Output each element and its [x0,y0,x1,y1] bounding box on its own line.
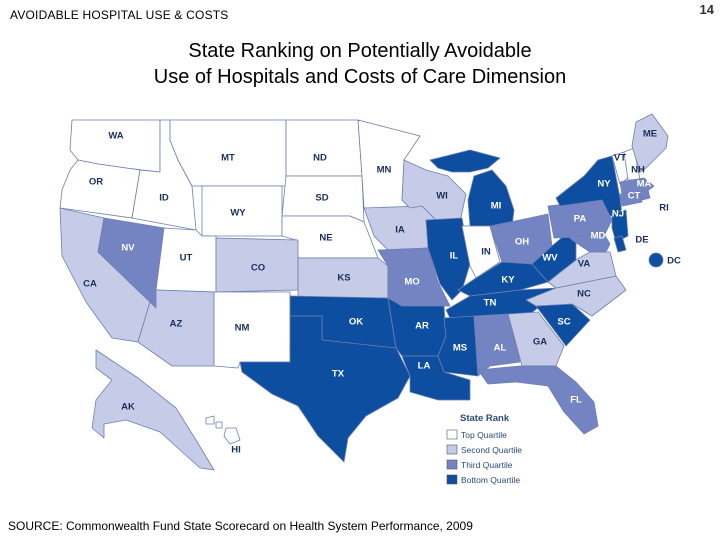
state-ND [285,119,363,177]
label-CO: CO [251,263,265,274]
legend-label-bottom-quartile: Bottom Quartile [461,475,520,485]
label-DE: DE [635,235,648,246]
state-IN [461,225,501,279]
label-NY: NY [597,179,611,190]
state-MA [619,177,655,195]
label-OR: OR [89,177,103,188]
label-ND: ND [313,153,327,164]
state-AK [91,349,215,471]
state-GA [507,311,565,367]
label-CA: CA [83,279,97,290]
label-IL: IL [450,251,459,262]
label-SC: SC [557,317,570,328]
label-OK: OK [349,317,363,328]
state-NM [213,291,291,369]
label-MD: MD [591,231,606,242]
label-TN: TN [484,298,497,309]
label-NM: NM [235,323,250,334]
state-TX [239,315,411,463]
label-IN: IN [481,247,491,258]
label-AL: AL [494,343,507,354]
title-line-1: State Ranking on Potentially Avoidable [188,40,532,62]
map-legend: State Rank Top Quartile Second Quartile … [446,413,522,485]
label-NC: NC [577,289,591,300]
state-FL [477,365,599,435]
label-WA: WA [108,131,123,142]
section-header: AVOIDABLE HOSPITAL USE & COSTS [10,8,229,22]
title-line-2: Use of Hospitals and Costs of Care Dimen… [153,66,567,88]
label-CT: CT [628,191,641,202]
label-MS: MS [453,343,467,354]
label-DC: DC [667,256,681,267]
label-MA: MA [637,179,652,190]
label-HI: HI [231,445,241,456]
label-UT: UT [180,253,193,264]
state-HI-main [223,427,241,445]
state-ME [631,113,669,173]
page-title: State Ranking on Potentially Avoidable U… [0,38,720,90]
legend-swatch-third-quartile [446,459,458,470]
label-RI: RI [659,203,669,214]
label-AR: AR [415,321,429,332]
state-HI-small [215,421,223,429]
label-WI: WI [436,191,448,202]
legend-swatch-bottom-quartile [446,474,458,485]
label-VT: VT [614,153,626,164]
legend-swatch-top-quartile [446,429,458,440]
state-DC [648,252,664,268]
state-MD [567,233,611,253]
state-WV [531,233,577,283]
legend-label-top-quartile: Top Quartile [461,430,507,440]
legend-title: State Rank [460,413,510,424]
state-CT [619,191,643,207]
state-DE [613,235,627,253]
label-FL: FL [570,395,582,406]
label-LA: LA [418,361,431,372]
label-KS: KS [337,273,350,284]
label-AK: AK [121,402,135,413]
label-SD: SD [315,193,328,204]
state-HI-islands [205,415,215,425]
label-AZ: AZ [170,319,183,330]
label-MN: MN [377,165,392,176]
label-VA: VA [578,259,591,270]
page-number: 14 [699,2,714,17]
label-ME: ME [643,129,657,140]
label-NH: NH [631,165,645,176]
label-GA: GA [533,337,547,348]
label-NE: NE [319,233,332,244]
label-WY: WY [230,208,246,219]
label-PA: PA [574,214,587,225]
state-MI [429,149,501,173]
label-TX: TX [332,369,345,380]
label-KY: KY [501,275,515,286]
label-MO: MO [404,277,419,288]
label-NV: NV [121,243,135,254]
legend-label-second-quartile: Second Quartile [461,445,522,455]
label-ID: ID [159,193,169,204]
state-AL [473,313,521,377]
state-NY [555,155,623,217]
state-OR [59,159,141,219]
label-IA: IA [395,225,405,236]
label-MT: MT [221,153,235,164]
label-WV: WV [542,253,558,264]
source-note: SOURCE: Commonwealth Fund State Scorecar… [8,519,473,533]
legend-swatch-second-quartile [446,444,458,455]
label-NJ: NJ [612,209,624,220]
label-MI: MI [491,201,502,212]
state-MI-lower [467,169,515,227]
legend-label-third-quartile: Third Quartile [461,460,513,470]
label-OH: OH [515,237,529,248]
